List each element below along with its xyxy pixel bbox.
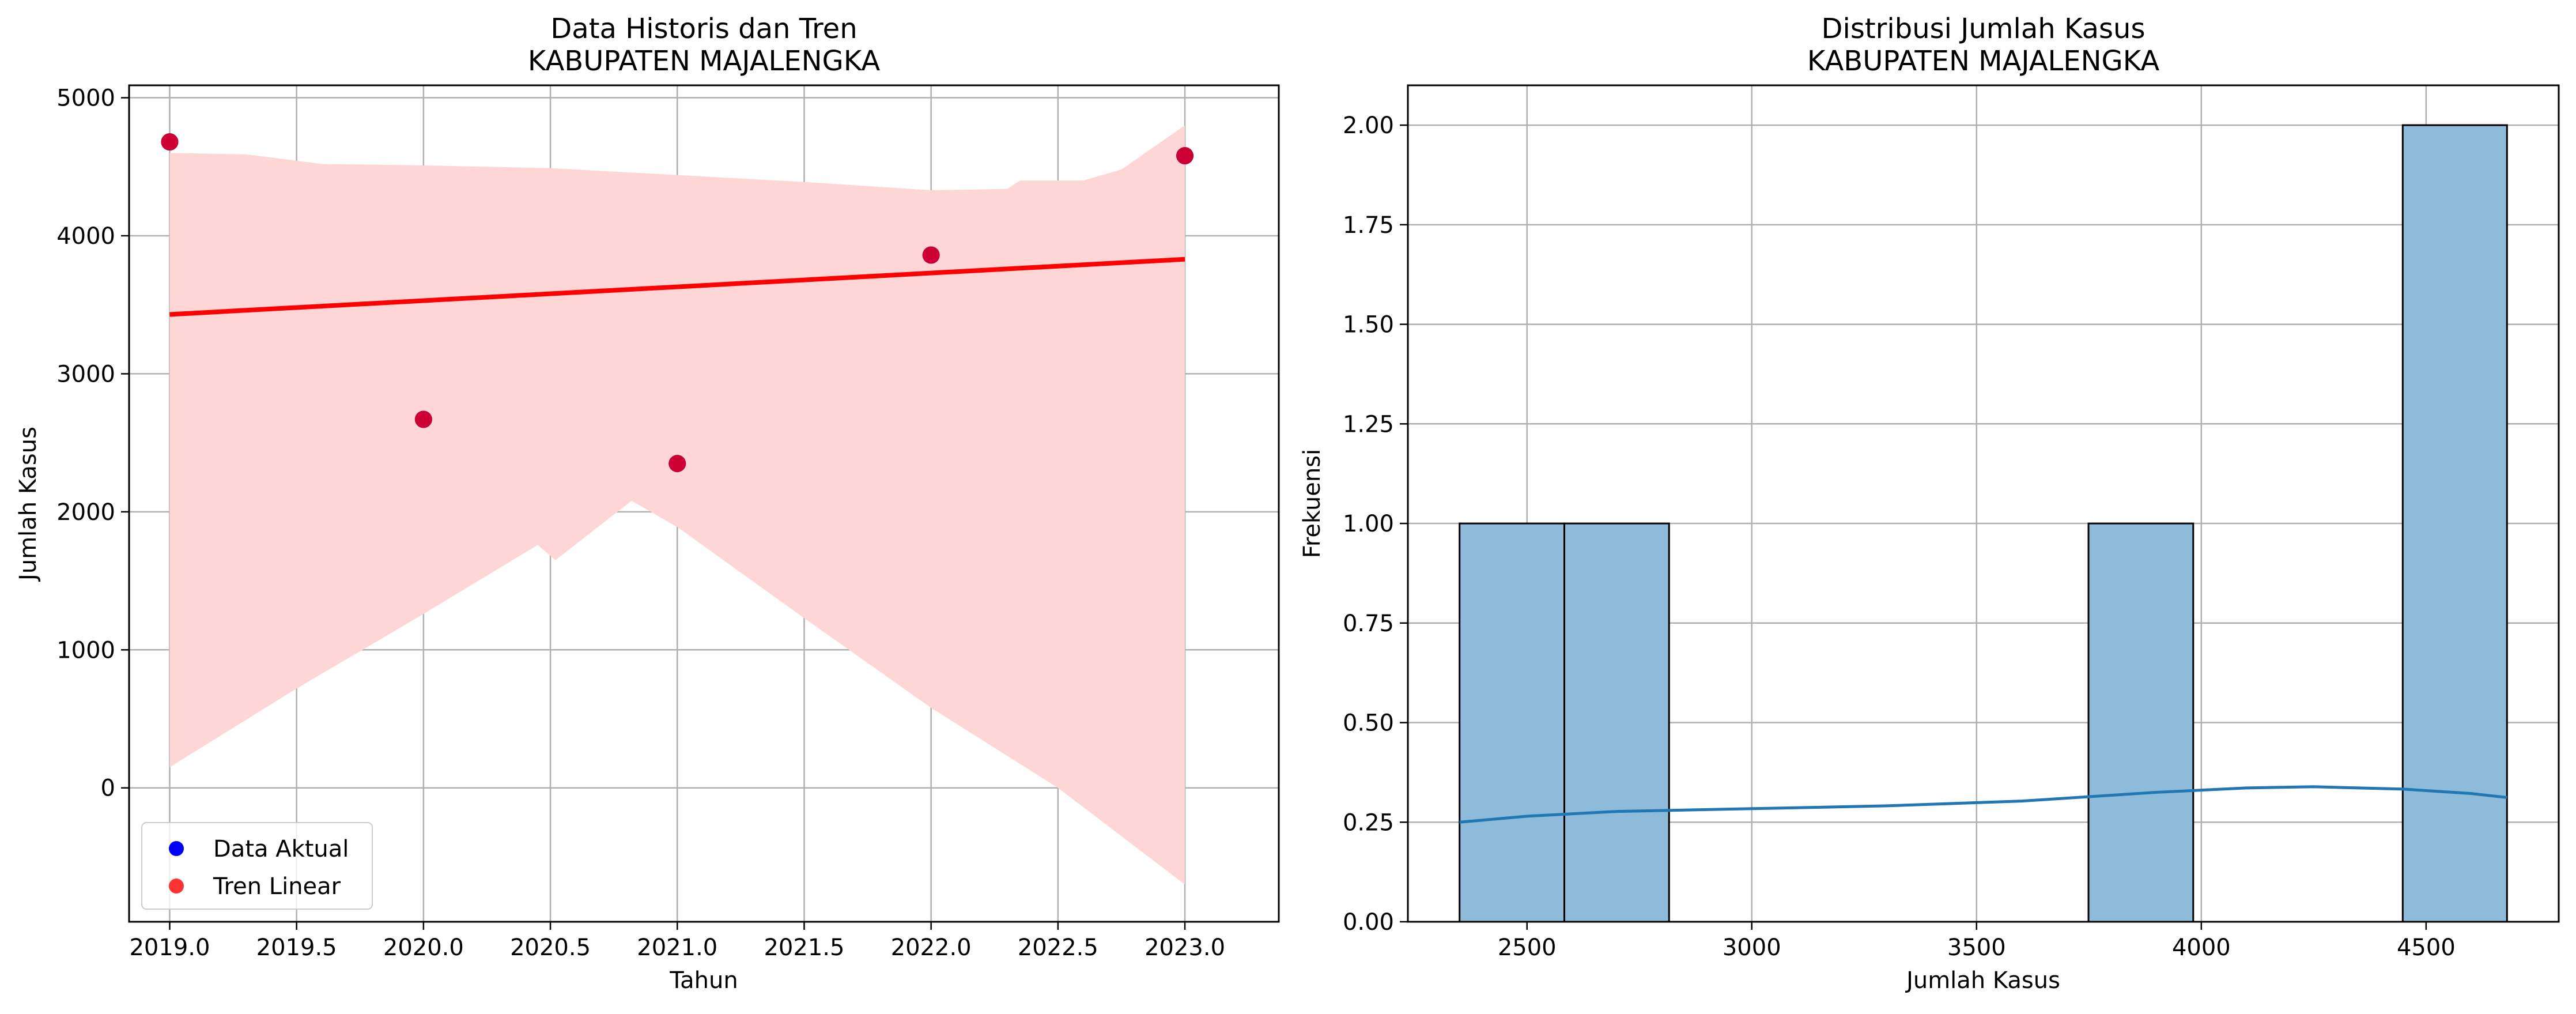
histogram-x-ticks: 2500 3000 3500 4000 4500 [1498, 922, 2456, 961]
legend-box [141, 822, 373, 910]
trend-x-ticks: 2019.0 2019.5 2020.0 2020.5 2021.0 2021.5 2022… [129, 922, 1225, 961]
y-tick-label: 5000 [56, 85, 115, 112]
data-point-trend-overlay [161, 133, 179, 151]
data-point-trend-overlay [668, 455, 686, 473]
histogram-chart: 2500 3000 3500 4000 4500 0.00 0.25 0.50 0.75 1.0… [1299, 13, 2560, 994]
legend-marker-tren-linear [169, 879, 184, 894]
legend-label-data-aktual: Data Aktual [213, 836, 349, 862]
y-tick-label: 1.00 [1343, 511, 1394, 537]
data-point-trend-overlay [922, 246, 940, 264]
y-tick-label: 0.25 [1343, 809, 1394, 836]
x-tick-label: 2020.0 [383, 934, 464, 961]
y-tick-label: 1.25 [1343, 411, 1394, 438]
x-tick-label: 3500 [1947, 934, 2006, 961]
y-tick-label: 1000 [56, 637, 115, 664]
trend-x-axis-label: Tahun [669, 967, 738, 994]
data-point-trend-overlay [1176, 147, 1194, 165]
trend-chart-subtitle: KABUPATEN MAJALENGKA [528, 45, 881, 77]
confidence-band [169, 125, 1185, 885]
actual-data-points [161, 133, 1194, 473]
histogram-bars [1459, 124, 2508, 923]
y-tick-label: 3000 [56, 361, 115, 387]
histogram-x-axis-label: Jumlah Kasus [1905, 967, 2060, 994]
trend-chart: 2019.0 2019.5 2020.0 2020.5 2021.0 2021.5 2022… [15, 13, 1280, 994]
y-tick-label: 0.00 [1343, 909, 1394, 936]
trend-line [169, 257, 1185, 317]
histogram-bar [1563, 522, 1670, 923]
histogram-bar [2087, 522, 2194, 923]
y-tick-label: 0 [101, 775, 115, 802]
histogram-bar [1459, 522, 1565, 923]
x-tick-label: 2020.5 [510, 934, 591, 961]
histogram-subtitle: KABUPATEN MAJALENGKA [1807, 45, 2160, 77]
y-tick-label: 2000 [56, 499, 115, 526]
trend-chart-title: Data Historis dan Tren [550, 13, 857, 45]
y-tick-label: 0.75 [1343, 610, 1394, 637]
histogram-y-axis-label: Frekuensi [1299, 449, 1325, 558]
x-tick-label: 3000 [1723, 934, 1781, 961]
x-tick-label: 2022.0 [891, 934, 972, 961]
histogram-bar [2401, 124, 2508, 923]
trend-y-ticks: 0 1000 2000 3000 4000 5000 [56, 85, 129, 802]
x-tick-label: 2022.5 [1018, 934, 1098, 961]
kde-curve [1459, 785, 2507, 824]
y-tick-label: 2.00 [1343, 112, 1394, 139]
histogram-title: Distribusi Jumlah Kasus [1822, 13, 2146, 45]
x-tick-label: 2021.0 [637, 934, 717, 961]
trend-plot-frame [128, 84, 1280, 923]
y-tick-label: 1.75 [1343, 212, 1394, 239]
trend-y-axis-label: Jumlah Kasus [15, 427, 41, 582]
x-tick-label: 2019.0 [129, 934, 210, 961]
histogram-plot-frame [1407, 84, 2560, 923]
x-tick-label: 2500 [1498, 934, 1557, 961]
data-point-trend-overlay [414, 410, 432, 428]
y-tick-label: 1.50 [1343, 312, 1394, 338]
y-tick-label: 4000 [56, 223, 115, 250]
x-tick-label: 2019.5 [256, 934, 337, 961]
x-tick-label: 2023.0 [1145, 934, 1225, 961]
trend-legend: Data Aktual Tren Linear [141, 822, 373, 910]
legend-label-tren-linear: Tren Linear [213, 873, 341, 900]
y-tick-label: 0.50 [1343, 710, 1394, 737]
x-tick-label: 4500 [2397, 934, 2456, 961]
legend-marker-data-aktual [169, 841, 184, 856]
x-tick-label: 2021.5 [764, 934, 844, 961]
histogram-y-ticks: 0.00 0.25 0.50 0.75 1.00 1.25 1.50 1.75 2.00 [1343, 112, 1408, 936]
x-tick-label: 4000 [2172, 934, 2231, 961]
